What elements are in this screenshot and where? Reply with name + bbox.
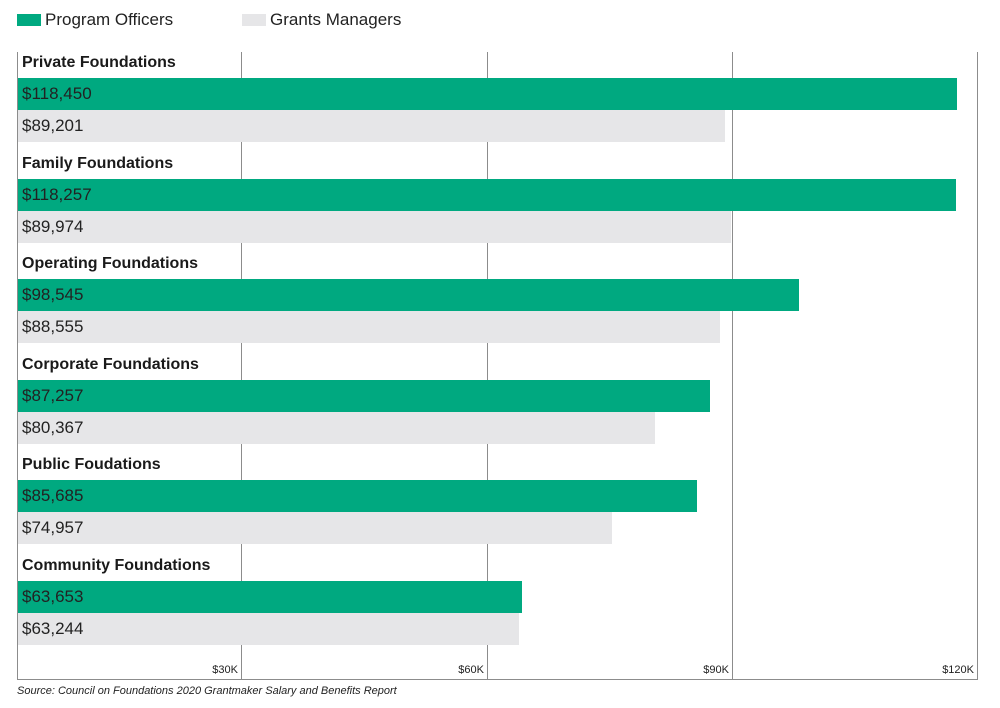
x-tick-label: $120K	[942, 664, 974, 676]
gridline-90k	[732, 52, 733, 680]
bar-program-officers-operating-foundations	[18, 279, 800, 311]
gridline-60k	[487, 52, 488, 680]
data-label-grants-managers-operating-foundations: $88,555	[22, 317, 84, 336]
bar-program-officers-private-foundations	[18, 78, 958, 110]
data-label-program-officers-community-foundations: $63,653	[22, 586, 84, 606]
category-label-public-foudations: Public Foudations	[22, 456, 161, 473]
bar-grants-managers-public-foudations	[18, 512, 613, 544]
data-label-grants-managers-community-foundations: $63,244	[22, 618, 84, 638]
legend-swatch-grants-managers	[242, 14, 266, 26]
data-label-program-officers-corporate-foundations: $87,257	[22, 385, 84, 405]
category-label-private-foundations: Private Foundations	[22, 54, 176, 71]
bar-grants-managers-operating-foundations	[18, 311, 721, 343]
bar-grants-managers-family-foundations	[18, 210, 732, 243]
bar-grants-managers-private-foundations	[18, 110, 726, 142]
bar-program-officers-corporate-foundations	[18, 379, 710, 412]
legend-swatch-program-officers	[17, 14, 41, 26]
x-tick-label: $90K	[703, 664, 729, 676]
bar-program-officers-family-foundations	[18, 178, 956, 211]
data-label-grants-managers-family-foundations: $89,974	[22, 216, 84, 236]
legend-item-grants-managers: Grants Managers	[242, 10, 401, 30]
x-axis-line	[17, 679, 978, 680]
category-label-corporate-foundations: Corporate Foundations	[22, 355, 199, 373]
legend-item-program-officers: Program Officers	[17, 10, 173, 30]
source-note: Source: Council on Foundations 2020 Gran…	[17, 685, 397, 697]
bar-program-officers-community-foundations	[18, 580, 523, 613]
category-label-operating-foundations: Operating Foundations	[22, 255, 198, 272]
bar-grants-managers-corporate-foundations	[18, 411, 656, 444]
data-label-program-officers-public-foudations: $85,685	[22, 486, 84, 505]
data-label-program-officers-operating-foundations: $98,545	[22, 285, 84, 304]
bar-grants-managers-community-foundations	[18, 612, 520, 645]
data-label-grants-managers-public-foudations: $74,957	[22, 518, 84, 537]
gridline-30k	[241, 52, 242, 680]
legend-label-program-officers: Program Officers	[45, 10, 174, 29]
data-label-grants-managers-corporate-foundations: $80,367	[22, 417, 84, 437]
x-tick-label: $30K	[212, 664, 238, 676]
y-axis-line	[17, 52, 18, 680]
data-label-program-officers-family-foundations: $118,257	[22, 184, 92, 204]
data-label-program-officers-private-foundations: $118,450	[22, 84, 92, 103]
category-label-family-foundations: Family Foundations	[22, 154, 174, 172]
category-label-community-foundations: Community Foundations	[22, 556, 211, 574]
gridline-120k	[977, 52, 978, 680]
data-label-grants-managers-private-foundations: $89,201	[22, 116, 84, 135]
bar-program-officers-public-foudations	[18, 480, 698, 512]
legend-label-grants-managers: Grants Managers	[270, 10, 402, 29]
x-tick-label: $60K	[458, 664, 484, 676]
